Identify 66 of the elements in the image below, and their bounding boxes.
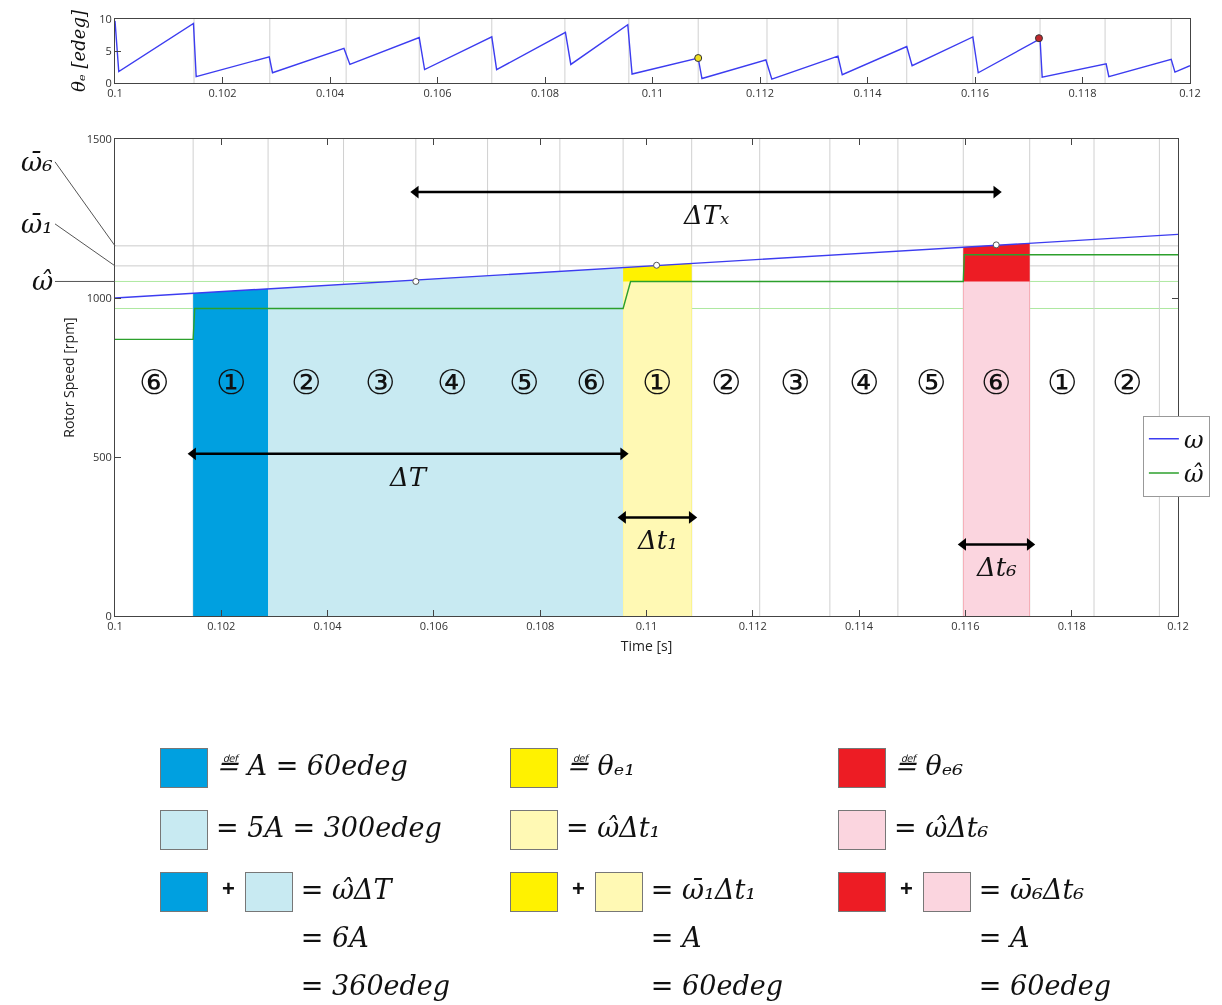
x-tick-label: 0.116 (951, 618, 980, 634)
series-label: ΔTₓ (683, 200, 730, 230)
x-tick-label: 0.12 (1179, 85, 1201, 101)
x-tick-label: 0.114 (853, 85, 883, 101)
annotation: ② (291, 362, 322, 402)
text: ≝ A = 60edeg (216, 749, 408, 783)
text: = ω̄₆Δt₆ = A = 60edeg (978, 873, 1111, 1003)
x-tick-label: 0.104 (315, 85, 345, 101)
y-tick-label: 0 (105, 607, 112, 623)
series-label: Δt₁ (637, 525, 678, 555)
text: = ω̂Δt₁ (566, 811, 661, 845)
y-axis-title: θₑ [edeg] (68, 9, 90, 92)
text: = 5A = 300edeg (216, 811, 442, 845)
y-axis-title: Rotor Speed [rpm] (59, 317, 79, 438)
annotation: ③ (365, 362, 396, 402)
text: ≝ θₑ₁ (566, 749, 636, 783)
annotation: ⑥ (981, 362, 1012, 402)
legend-label: ω (1183, 426, 1204, 455)
y-tick-label: 1500 (86, 130, 112, 146)
x-tick-label: 0.104 (313, 618, 343, 634)
annotation: ② (1112, 362, 1143, 402)
x-tick-label: 0.108 (530, 85, 560, 101)
text: + (572, 876, 585, 902)
x-tick-label: 0.106 (423, 85, 452, 101)
x-tick-label: 0.118 (1057, 618, 1086, 634)
annotation: ⑥ (139, 362, 170, 402)
text: + (900, 876, 913, 902)
annotation: ① (642, 362, 673, 402)
y-tick-label: 500 (92, 448, 112, 464)
series-label: Δt₆ (976, 552, 1017, 582)
x-tick-label: 0.112 (745, 85, 775, 101)
annotation: ⑤ (916, 362, 947, 402)
ref-line-label: ω̄₆ (21, 147, 53, 177)
x-tick-label: 0.12 (1167, 618, 1189, 634)
text: = ω̂ΔT = 6A = 360edeg (300, 873, 451, 1003)
annotation: ② (711, 362, 742, 402)
text: = ω̂Δt₆ (894, 811, 989, 845)
y-tick-label: 1000 (86, 289, 112, 305)
annotation: ③ (780, 362, 811, 402)
ref-line-label: ω̄₁ (21, 209, 53, 239)
y-tick-label: 5 (105, 42, 112, 58)
annotation: ⑤ (509, 362, 540, 402)
x-tick-label: 0.102 (208, 85, 237, 101)
text: + (222, 876, 235, 902)
x-tick-label: 0.118 (1068, 85, 1097, 101)
x-tick-label: 0.102 (207, 618, 236, 634)
x-tick-label: 0.116 (960, 85, 990, 101)
annotation: ④ (849, 362, 880, 402)
ref-line-label: ω̂ (32, 266, 54, 296)
x-tick-label: 0.112 (738, 618, 767, 634)
x-tick-label: 0.108 (526, 618, 555, 634)
text: = ω̄₁Δt₁ = A = 60edeg (650, 873, 783, 1003)
x-axis-title: Time [s] (620, 635, 673, 655)
x-tick-label: 0.11 (635, 618, 658, 634)
series-label: ΔT (389, 462, 428, 492)
annotation: ① (216, 362, 247, 402)
y-tick-label: 0 (105, 74, 112, 90)
annotation: ① (1047, 362, 1078, 402)
y-tick-label: 10 (99, 10, 112, 26)
legend-label: ω̂ (1183, 460, 1204, 489)
x-tick-label: 0.11 (641, 85, 664, 101)
annotation: ⑥ (576, 362, 607, 402)
x-tick-label: 0.114 (845, 618, 874, 634)
annotation: ④ (437, 362, 468, 402)
text: ≝ θₑ₆ (894, 749, 964, 783)
x-tick-label: 0.106 (419, 618, 448, 634)
